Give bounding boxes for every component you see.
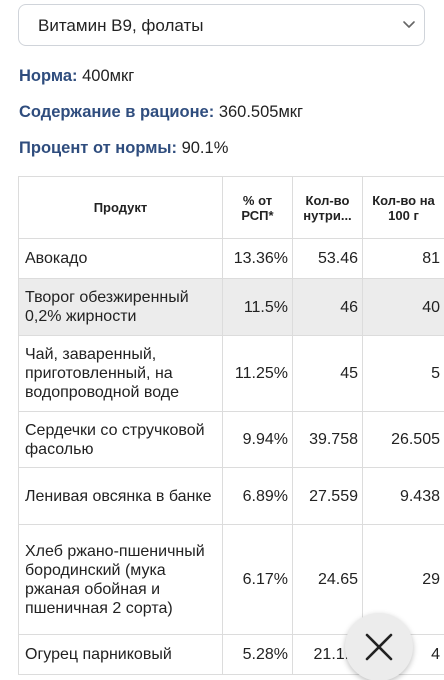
- product-name: Сердечки со стручковой фасолью: [18, 411, 223, 468]
- content-value: 360.505мкг: [214, 103, 304, 121]
- table-row[interactable]: Авокадо 13.36% 53.46 81: [18, 238, 444, 279]
- content-label: Содержание в рационе:: [19, 103, 215, 121]
- content-stat: Содержание в рационе: 360.505мкг: [19, 103, 303, 122]
- table-row[interactable]: Ленивая овсянка в банке 6.89% 27.559 9.4…: [18, 467, 444, 525]
- table-header-row: Продукт % от РСП* Кол-во нутри... Кол-во…: [18, 176, 444, 239]
- pct-rsp-cell: 9.94%: [222, 411, 293, 468]
- per100-cell: 5: [362, 335, 444, 412]
- table-row[interactable]: Сердечки со стручковой фасолью 9.94% 39.…: [18, 411, 444, 468]
- per100-cell: 26.505: [362, 411, 444, 468]
- pct-rsp-cell: 11.5%: [222, 278, 293, 336]
- nutrient-amount-cell: 45: [292, 335, 363, 412]
- header-pct-rsp[interactable]: % от РСП*: [222, 176, 293, 239]
- table-row[interactable]: Хлеб ржано-пшеничный бородинский (мука р…: [18, 524, 444, 635]
- norm-value: 400мкг: [77, 67, 135, 85]
- percent-stat: Процент от нормы: 90.1%: [19, 139, 228, 158]
- pct-rsp-cell: 11.25%: [222, 335, 293, 412]
- nutrient-amount-cell: 53.46: [292, 238, 363, 279]
- chevron-down-icon: [403, 21, 415, 28]
- pct-rsp-cell: 13.36%: [222, 238, 293, 279]
- nutrient-products-table: Продукт % от РСП* Кол-во нутри... Кол-во…: [18, 176, 444, 675]
- close-icon: [365, 633, 393, 661]
- close-button[interactable]: [345, 613, 413, 680]
- percent-label: Процент от нормы:: [19, 139, 177, 157]
- product-name: Ленивая овсянка в банке: [18, 467, 223, 525]
- norm-stat: Норма: 400мкг: [19, 67, 134, 86]
- header-amount-per-100[interactable]: Кол-во на 100 г: [362, 176, 444, 239]
- product-name: Авокадо: [18, 238, 223, 279]
- header-product[interactable]: Продукт: [18, 176, 223, 239]
- product-name: Творог обезжиренный 0,2% жирности: [18, 278, 223, 336]
- nutrient-select[interactable]: Витамин B9, фолаты: [18, 4, 425, 46]
- product-name: Огурец парниковый: [18, 634, 223, 675]
- per100-cell: 9.438: [362, 467, 444, 525]
- pct-rsp-cell: 6.17%: [222, 524, 293, 635]
- pct-rsp-cell: 6.89%: [222, 467, 293, 525]
- product-name: Хлеб ржано-пшеничный бородинский (мука р…: [18, 524, 223, 635]
- nutrient-amount-cell: 27.559: [292, 467, 363, 525]
- nutrient-amount-cell: 46: [292, 278, 363, 336]
- percent-value: 90.1%: [177, 139, 229, 157]
- nutrient-amount-cell: 24.65: [292, 524, 363, 635]
- product-name: Чай, заваренный, приготовленный, на водо…: [18, 335, 223, 412]
- nutrient-amount-cell: 39.758: [292, 411, 363, 468]
- norm-label: Норма:: [19, 67, 78, 85]
- table-row[interactable]: Чай, заваренный, приготовленный, на водо…: [18, 335, 444, 412]
- table-row[interactable]: Творог обезжиренный 0,2% жирности 11.5% …: [18, 278, 444, 336]
- header-amount-nutrient[interactable]: Кол-во нутри...: [292, 176, 363, 239]
- per100-cell: 81: [362, 238, 444, 279]
- per100-cell: 40: [362, 278, 444, 336]
- pct-rsp-cell: 5.28%: [222, 634, 293, 675]
- nutrient-select-value: Витамин B9, фолаты: [38, 16, 204, 35]
